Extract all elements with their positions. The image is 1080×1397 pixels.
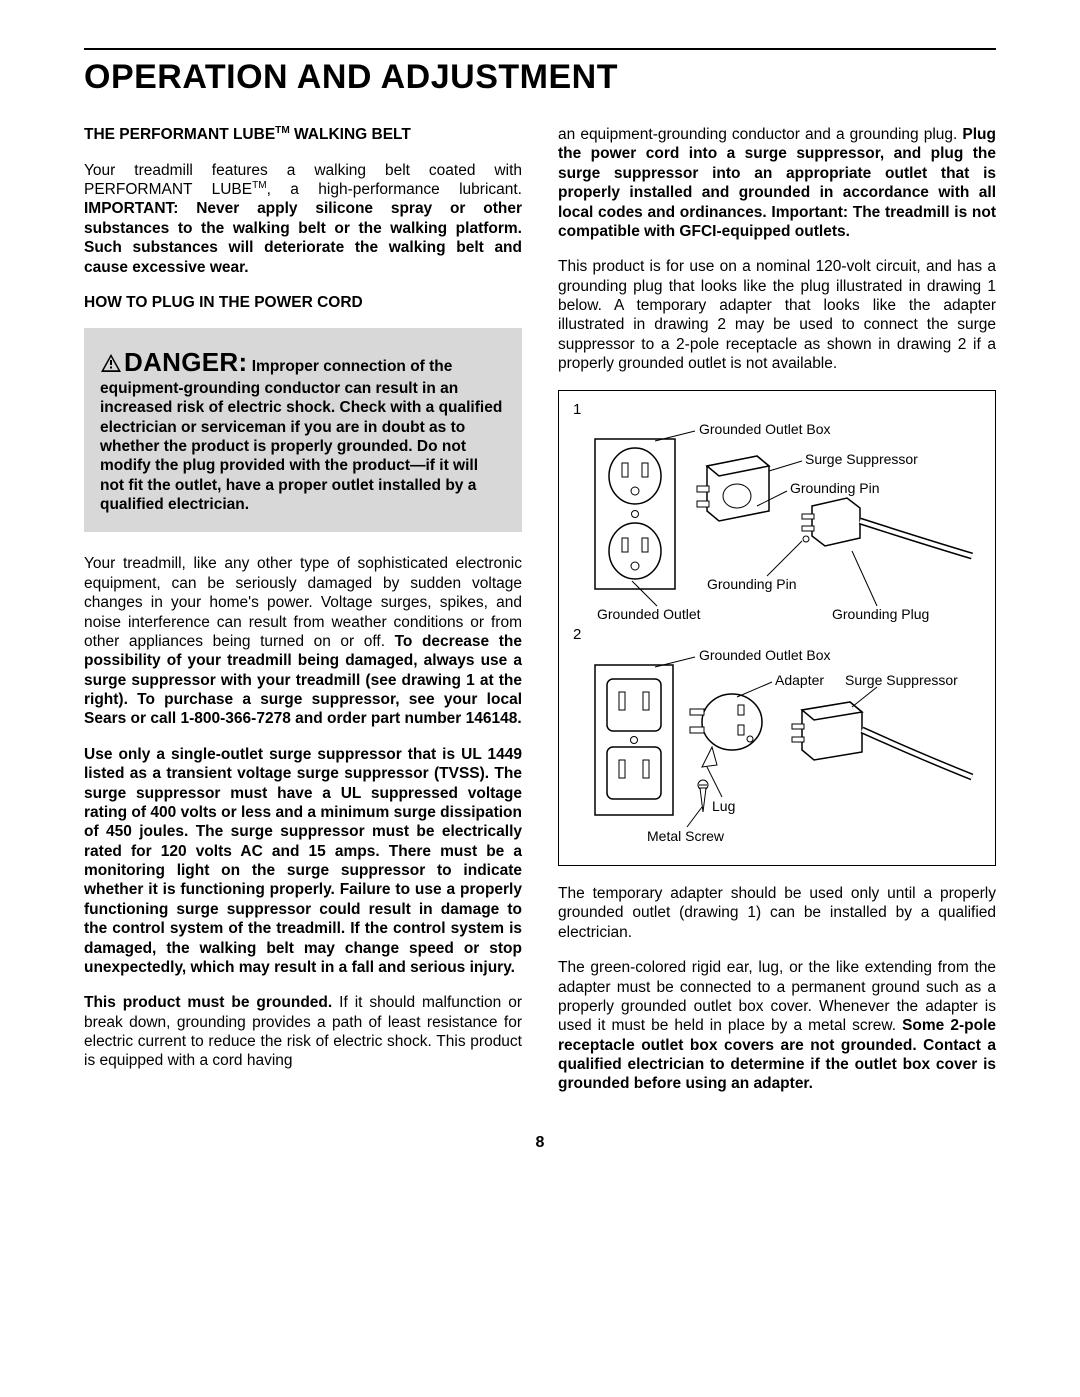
plug-heading: HOW TO PLUG IN THE POWER CORD (84, 293, 522, 312)
label-goutlet: Grounded Outlet (597, 606, 701, 622)
page-title: OPERATION AND ADJUSTMENT (84, 58, 996, 97)
lube-text-b: , a high-performance lubricant. (267, 181, 522, 198)
label-gplug: Grounding Plug (832, 606, 929, 622)
label-surge: Surge Suppressor (805, 451, 918, 467)
page-number: 8 (84, 1134, 996, 1152)
warning-triangle-icon (100, 353, 122, 378)
ground-a: This product must be grounded. (84, 994, 332, 1011)
top-right-paragraph: an equipment-grounding conductor and a g… (558, 125, 996, 241)
figure-1-number: 1 (573, 401, 985, 420)
temp-adapter-paragraph: The temporary adapter should be used onl… (558, 884, 996, 942)
surge-paragraph: Your treadmill, like any other type of s… (84, 554, 522, 728)
wiring-figure: 1 (558, 390, 996, 867)
label-adapter: Adapter (775, 672, 824, 688)
label-gpin2: Grounding Pin (707, 576, 797, 592)
lube-paragraph: Your treadmill features a walking belt c… (84, 161, 522, 277)
danger-word: DANGER: (124, 347, 247, 377)
ul-text: Use only a single-outlet surge suppresso… (84, 746, 522, 976)
figure-1-svg: Grounded Outlet Box Surge Suppressor Gro… (577, 421, 977, 626)
ul-paragraph: Use only a single-outlet surge suppresso… (84, 745, 522, 978)
lube-heading-a: THE PERFORMANT LUBE (84, 126, 275, 143)
green-lug-paragraph: The green-colored rigid ear, lug, or the… (558, 958, 996, 1094)
tm-mark: TM (275, 125, 290, 136)
label-gpin: Grounding Pin (790, 480, 880, 496)
top-b: Plug the power cord into a surge suppres… (558, 126, 996, 240)
tm-mark: TM (252, 180, 267, 191)
left-column: THE PERFORMANT LUBETM WALKING BELT Your … (84, 125, 522, 1110)
manual-page: OPERATION AND ADJUSTMENT THE PERFORMANT … (0, 0, 1080, 1192)
two-column-layout: THE PERFORMANT LUBETM WALKING BELT Your … (84, 125, 996, 1110)
circuit-paragraph: This product is for use on a nominal 120… (558, 257, 996, 373)
lube-heading-b: WALKING BELT (290, 126, 411, 143)
label-screw: Metal Screw (647, 828, 725, 844)
ground-paragraph: This product must be grounded. If it sho… (84, 993, 522, 1071)
danger-text: DANGER: Improper connection of the equip… (100, 346, 506, 514)
label-surge2: Surge Suppressor (845, 672, 958, 688)
lube-important: IMPORTANT: Never apply silicone spray or… (84, 200, 522, 275)
lube-heading: THE PERFORMANT LUBETM WALKING BELT (84, 125, 522, 145)
label-lug: Lug (712, 798, 735, 814)
label-outlet-box2: Grounded Outlet Box (699, 647, 831, 663)
top-rule (84, 48, 996, 50)
danger-body: Improper connection of the equipment-gro… (100, 358, 502, 513)
top-a: an equipment-grounding conductor and a g… (558, 126, 962, 143)
danger-box: DANGER: Improper connection of the equip… (84, 328, 522, 532)
right-column: an equipment-grounding conductor and a g… (558, 125, 996, 1110)
figure-2-number: 2 (573, 626, 985, 645)
figure-2-svg: Grounded Outlet Box Adapter Surge Suppre… (577, 647, 977, 857)
label-outlet-box: Grounded Outlet Box (699, 421, 831, 437)
